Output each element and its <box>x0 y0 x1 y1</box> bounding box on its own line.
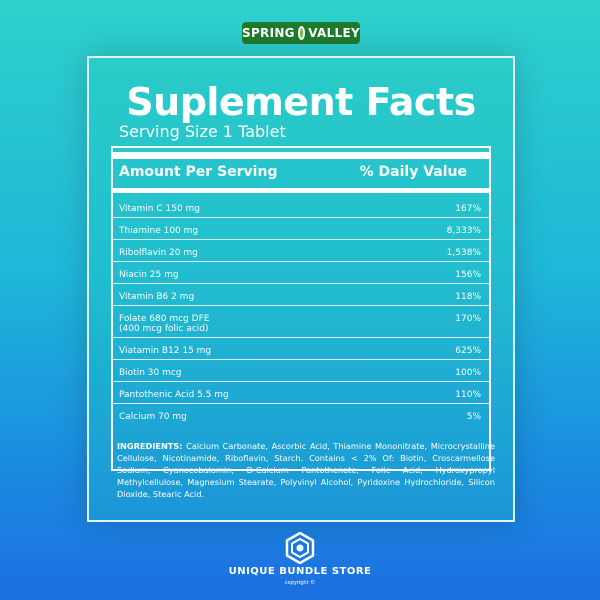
ingredients-label: INGREDIENTS: <box>117 441 183 451</box>
table-row: Biotin 30 mcg 100% <box>113 360 489 382</box>
nutrient-name: Thiamine 100 mg <box>119 226 199 236</box>
table-row: Thiamine 100 mg 8,333% <box>113 218 489 240</box>
brand-name-left: SPRING <box>242 26 295 40</box>
table-row: Pantothenic Acid 5.5 mg 110% <box>113 382 489 404</box>
table-row: Niacin 25 mg 156% <box>113 262 489 284</box>
daily-value: 110% <box>455 390 481 400</box>
table-row: Viatamin B12 15 mg 625% <box>113 338 489 360</box>
nutrient-name: Vitamin C 150 mg <box>119 204 200 214</box>
nutrient-name: Viatamin B12 15 mg <box>119 346 212 356</box>
brand-logo: SPRING VALLEY <box>242 22 360 44</box>
store-name: UNIQUE BUNDLE STORE <box>228 566 372 577</box>
nutrient-name: Niacin 25 mg <box>119 270 179 280</box>
header-daily-value: % Daily Value <box>359 164 467 180</box>
ingredients-list: Calcium Carbonate, Ascorbic Acid, Thiami… <box>117 441 495 499</box>
table-row: Calcium 70 mg 5% <box>113 404 489 426</box>
header-amount: Amount Per Serving <box>119 164 278 180</box>
table-header: Amount Per Serving % Daily Value <box>117 164 489 180</box>
table-row: Vitamin B6 2 mg 118% <box>113 284 489 306</box>
table-row: Vitamin C 150 mg 167% <box>113 196 489 218</box>
supplement-facts-panel: Suplement Facts Serving Size 1 Tablet Am… <box>87 56 515 522</box>
daily-value: 100% <box>455 368 481 378</box>
daily-value: 156% <box>455 270 481 280</box>
nutrient-list: Vitamin C 150 mg 167% Thiamine 100 mg 8,33… <box>113 196 489 426</box>
brand-name-right: VALLEY <box>308 26 360 40</box>
leaf-icon <box>297 26 306 40</box>
nutrient-name: Vitamin B6 2 mg <box>119 292 195 302</box>
nutrient-name: Folate 680 mcg DFE (400 mcg folic acid) <box>119 314 210 334</box>
ingredients-text: INGREDIENTS: Calcium Carbonate, Ascorbic… <box>117 440 495 500</box>
daily-value: 167% <box>455 204 481 214</box>
nutrient-name: Biotin 30 mcg <box>119 368 182 378</box>
nutrient-name: Ribolflavin 20 mg <box>119 248 198 258</box>
serving-size: Serving Size 1 Tablet <box>119 122 286 141</box>
table-row: Folate 680 mcg DFE (400 mcg folic acid) 1… <box>113 306 489 338</box>
daily-value: 8,333% <box>446 226 481 236</box>
top-divider <box>113 152 489 159</box>
nutrient-name: Pantothenic Acid 5.5 mg <box>119 390 229 400</box>
daily-value: 5% <box>466 412 481 422</box>
daily-value: 625% <box>455 346 481 356</box>
daily-value: 118% <box>455 292 481 302</box>
daily-value: 170% <box>455 314 481 324</box>
hexagon-icon <box>285 532 315 564</box>
page-title: Suplement Facts <box>126 80 476 124</box>
daily-value: 1,538% <box>446 248 481 258</box>
header-divider <box>113 188 489 193</box>
table-row: Ribolflavin 20 mg 1,538% <box>113 240 489 262</box>
nutrient-name: Calcium 70 mg <box>119 412 187 422</box>
facts-table: Amount Per Serving % Daily Value Vitamin… <box>111 146 491 471</box>
copyright-text: copyright © <box>284 580 316 586</box>
